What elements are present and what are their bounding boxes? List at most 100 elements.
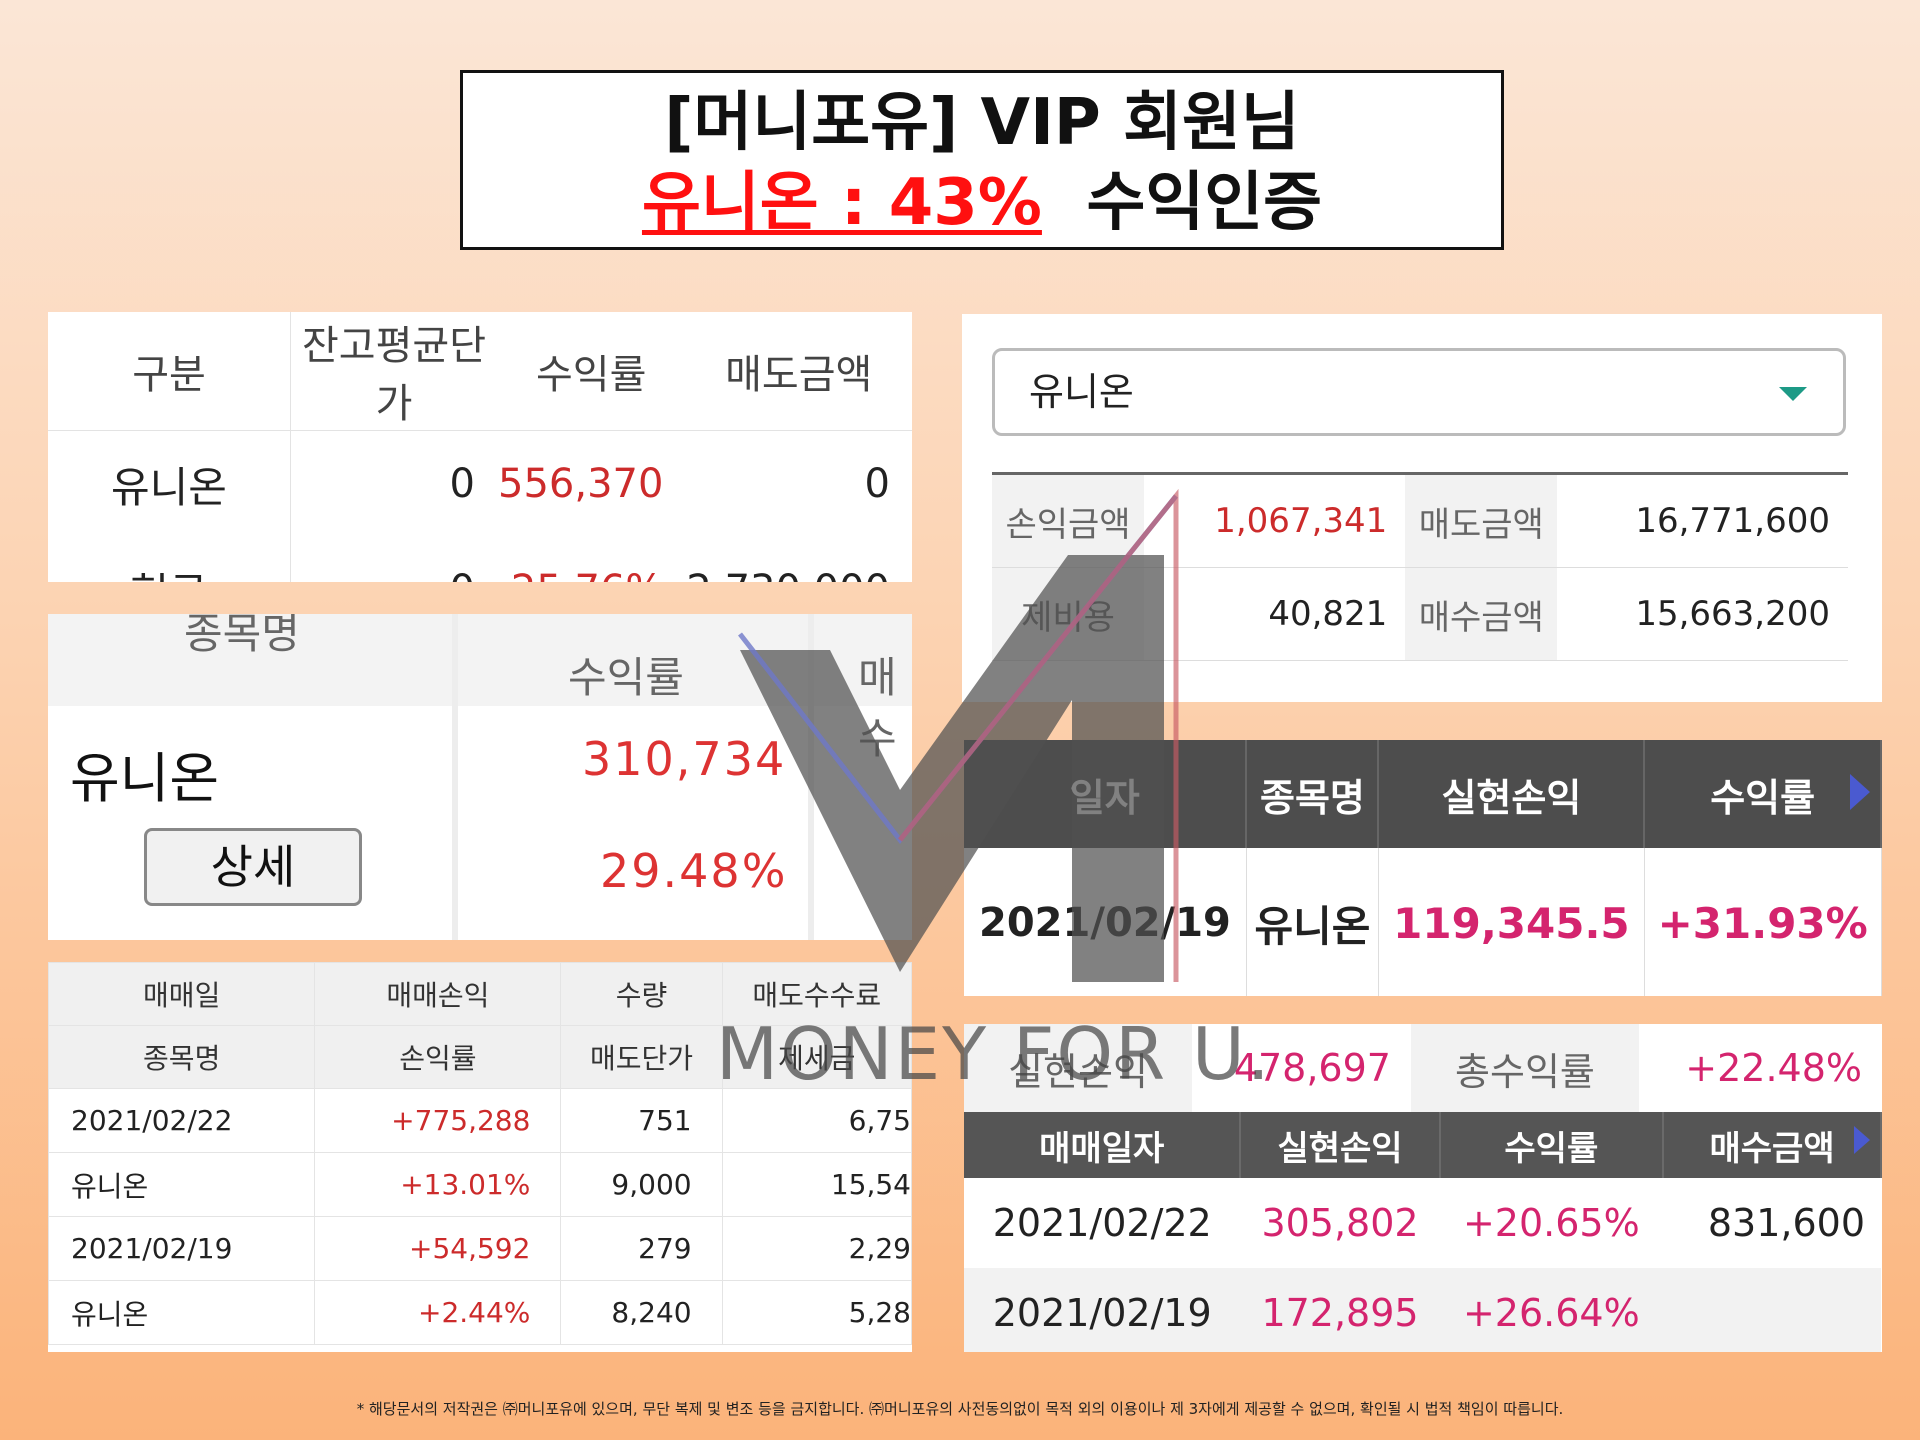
- stock-name: 유니온: [48, 1152, 316, 1217]
- stock-select[interactable]: 유니온: [992, 348, 1846, 436]
- col-header: 매매손익: [314, 962, 562, 1026]
- stock-name: 유니온: [70, 747, 220, 810]
- col-header: 손익률: [314, 1025, 562, 1089]
- table-row: 손익금액 1,067,341 매도금액 16,771,600: [992, 473, 1848, 568]
- summary-table: 실현손익 478,697 총수익률 +22.48%: [964, 1024, 1882, 1112]
- table-row: 유니온 0 556,370 0: [48, 430, 912, 537]
- dropdown-arrow-icon[interactable]: [1779, 387, 1807, 401]
- sell-price: 9,000: [560, 1152, 723, 1217]
- header-stock-name: 종목명: [184, 614, 300, 658]
- copyright-footer: * 해당문서의 저작권은 ㈜머니포유에 있으며, 무단 복제 및 변조 등을 금…: [356, 1400, 1564, 1418]
- tax: 15,54: [721, 1152, 912, 1217]
- col-header: 매도금액: [685, 312, 912, 431]
- logo-line-red: [898, 488, 1179, 982]
- label-buy-amount: 매수금액: [1405, 567, 1558, 661]
- title-rest: 수익인증: [1086, 166, 1323, 240]
- realized-pnl-total: 478,697: [1233, 1046, 1391, 1090]
- watermark-text: MONEY FOR U.: [716, 1012, 1272, 1096]
- col-header-label: 매수금액: [1709, 1128, 1835, 1169]
- label-realized-pnl: 실현손익: [964, 1024, 1192, 1112]
- col-header-label: 수익률: [1710, 775, 1816, 820]
- col-header: 잔고평균단가: [290, 312, 497, 431]
- tax: 5,28: [721, 1280, 912, 1345]
- return-rate: +31.93%: [1644, 848, 1882, 996]
- pnl-summary-table: 손익금액 1,067,341 매도금액 16,771,600 제비용 40,82…: [992, 472, 1848, 661]
- title-line-2: 유니온 : 43% 수익인증: [463, 163, 1501, 243]
- col-header: 종목명: [1246, 740, 1380, 848]
- realized-history-table: 매매일자 실현손익 수익률 매수금액 2021/02/22 305,802 +2…: [964, 1112, 1882, 1352]
- return-rate: +20.65%: [1462, 1201, 1640, 1245]
- pnl-rate: +2.44%: [314, 1280, 562, 1345]
- table-row: 현금 0 25.76% 2,730,000: [48, 537, 912, 582]
- buy-amount: 831,600: [1707, 1201, 1865, 1245]
- avg-price: 0: [449, 461, 475, 507]
- label-total-return: 총수익률: [1410, 1024, 1639, 1112]
- sell-fee: 2,29: [721, 1216, 912, 1281]
- col-header: 수량: [560, 962, 723, 1026]
- stock-name: 유니온: [48, 430, 291, 537]
- label-sell-amount: 매도금액: [1405, 473, 1558, 568]
- header-return: 수익률: [568, 653, 684, 702]
- sell-amount: 16,771,600: [1557, 473, 1848, 568]
- title-highlight: 유니온 : 43%: [641, 166, 1042, 240]
- detail-button[interactable]: 상세: [144, 828, 362, 906]
- return-value: 556,370: [498, 461, 664, 507]
- logo-shape: [740, 555, 1164, 982]
- realized-history-panel: 실현손익 478,697 총수익률 +22.48% 매매일자 실현손익 수익률 …: [964, 1024, 1882, 1352]
- stock-select-value: 유니온: [1029, 370, 1134, 414]
- sell-price: 8,240: [560, 1280, 723, 1345]
- quantity: 279: [560, 1216, 723, 1281]
- realized-pnl: 172,895: [1240, 1268, 1440, 1352]
- return-amount: 310,734: [582, 732, 787, 786]
- buy-amount: 15,663,200: [1557, 567, 1848, 661]
- col-header: 수익률: [497, 312, 686, 431]
- title-box: [머니포유] VIP 회원님 유니온 : 43% 수익인증: [460, 70, 1504, 250]
- col-header: 매도수수료: [721, 962, 912, 1026]
- costs: 40,821: [1144, 567, 1406, 661]
- col-header: 수익률: [1439, 1112, 1665, 1178]
- sell-amount: 2,730,000: [685, 537, 912, 582]
- stock-name: 유니온: [1246, 848, 1379, 996]
- trade-pnl: +775,288: [314, 1088, 562, 1153]
- col-header: 구분: [48, 312, 291, 431]
- sell-fee: 6,75: [721, 1088, 912, 1153]
- trade-date: 2021/02/19: [48, 1216, 316, 1281]
- table-row: 유니온 +2.44% 8,240 5,28: [48, 1280, 912, 1345]
- table-row: 실현손익 478,697 총수익률 +22.48%: [964, 1024, 1882, 1112]
- trade-date: 2021/02/22: [992, 1201, 1212, 1245]
- buy-amount: [1663, 1268, 1881, 1352]
- label-pnl-amount: 손익금액: [992, 473, 1144, 568]
- realized-pnl: 119,345.5: [1378, 848, 1645, 996]
- col-header: 수익률: [1644, 740, 1882, 848]
- sell-amount: 0: [864, 461, 890, 507]
- col-header: 실현손익: [1378, 740, 1646, 848]
- pnl-amount: 1,067,341: [1144, 473, 1406, 568]
- quantity: 751: [560, 1088, 723, 1153]
- title-line-1: [머니포유] VIP 회원님: [664, 86, 1300, 160]
- avg-price: 0: [291, 537, 498, 582]
- balance-table: 구분 잔고평균단가 수익률 매도금액 유니온 0 556,370 0 현금 0 …: [48, 312, 912, 582]
- stock-name: 현금: [48, 537, 291, 582]
- trade-pnl: +54,592: [314, 1216, 562, 1281]
- table-row: 2021/02/22 305,802 +20.65% 831,600: [964, 1178, 1881, 1268]
- table-row: 2021/02/19 +54,592 279 2,29: [48, 1216, 912, 1281]
- stock-name: 유니온: [48, 1280, 316, 1345]
- col-header: 제세금: [721, 1025, 912, 1089]
- return-rate: 29.48%: [600, 844, 788, 898]
- table-row: 2021/02/19 172,895 +26.64%: [964, 1268, 1881, 1352]
- scroll-right-icon[interactable]: [1854, 1126, 1870, 1154]
- table-row: 2021/02/19 유니온 119,345.5 +31.93%: [964, 848, 1882, 996]
- realized-pnl: 305,802: [1261, 1201, 1419, 1245]
- trade-history-panel: 매매일 매매손익 수량 매도수수료 종목명 손익률 매도단가 제세금 2021/…: [48, 962, 912, 1352]
- scroll-right-icon[interactable]: [1850, 774, 1870, 810]
- divider: [452, 614, 458, 940]
- trade-history-table: 매매일 매매손익 수량 매도수수료 종목명 손익률 매도단가 제세금 2021/…: [48, 962, 912, 1345]
- return-rate: +26.64%: [1439, 1268, 1664, 1352]
- return-value: 25.76%: [497, 537, 685, 582]
- col-header: 매도단가: [560, 1025, 723, 1089]
- table-row: 2021/02/22 +775,288 751 6,75: [48, 1088, 912, 1153]
- trade-date: 2021/02/19: [964, 1268, 1241, 1352]
- total-return: +22.48%: [1685, 1046, 1862, 1090]
- pnl-rate: +13.01%: [314, 1152, 562, 1217]
